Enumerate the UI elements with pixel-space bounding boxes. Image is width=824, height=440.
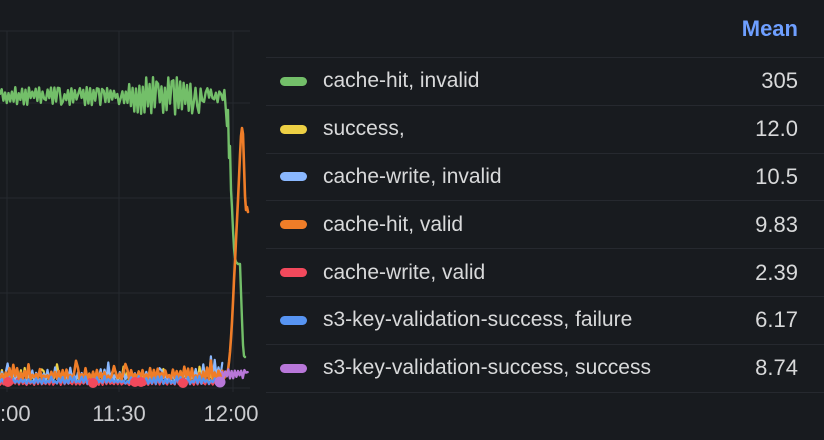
legend-row-cache-hit-valid[interactable]: cache-hit, valid 9.83 (266, 200, 824, 248)
time-series-chart[interactable]: :00 11:30 12:00 (0, 0, 262, 440)
series-swatch-purple (280, 363, 307, 373)
legend-row-s3-key-validation-failure[interactable]: s3-key-validation-success, failure 6.17 (266, 295, 824, 344)
legend-row-cache-hit-invalid[interactable]: cache-hit, invalid 305 (266, 57, 824, 105)
series-label: cache-hit, valid (323, 212, 464, 236)
chart-plot-area[interactable] (0, 0, 262, 440)
series-mean-value: 2.39 (755, 259, 798, 285)
series-label: s3-key-validation-success, failure (323, 308, 633, 332)
series-mean-value: 8.74 (755, 355, 798, 381)
legend-bottom-divider (266, 391, 824, 393)
x-axis-tick-1100: :00 (0, 401, 31, 426)
series-swatch-yellow (280, 124, 307, 134)
series-mean-value: 9.83 (755, 211, 798, 237)
legend-table: Mean cache-hit, invalid 305 success, 12.… (266, 0, 824, 393)
legend-header-row: Mean (266, 0, 824, 57)
series-label: cache-hit, invalid (323, 69, 480, 93)
series-label: success, (323, 117, 405, 141)
legend-mean-column-header[interactable]: Mean (741, 15, 798, 41)
legend-row-success[interactable]: success, 12.0 (266, 104, 824, 153)
legend-row-s3-key-validation-success[interactable]: s3-key-validation-success, success 8.74 (266, 343, 824, 392)
series-mean-value: 305 (761, 68, 798, 94)
series-mean-value: 10.5 (755, 163, 798, 189)
x-axis-tick-1130: 11:30 (92, 401, 146, 426)
series-swatch-green (280, 76, 307, 86)
series-label: cache-write, invalid (323, 164, 502, 188)
series-swatch-red (280, 268, 307, 278)
series-swatch-blue (280, 315, 307, 325)
series-mean-value: 12.0 (755, 116, 798, 142)
series-label: cache-write, valid (323, 260, 486, 284)
x-axis-tick-1200: 12:00 (203, 401, 259, 426)
series-mean-value: 6.17 (755, 307, 798, 333)
legend-row-cache-write-invalid[interactable]: cache-write, invalid 10.5 (266, 152, 824, 201)
series-swatch-light-blue (280, 172, 307, 182)
series-label: s3-key-validation-success, success (323, 356, 651, 380)
legend-row-cache-write-valid[interactable]: cache-write, valid 2.39 (266, 248, 824, 296)
series-swatch-orange (280, 220, 307, 230)
